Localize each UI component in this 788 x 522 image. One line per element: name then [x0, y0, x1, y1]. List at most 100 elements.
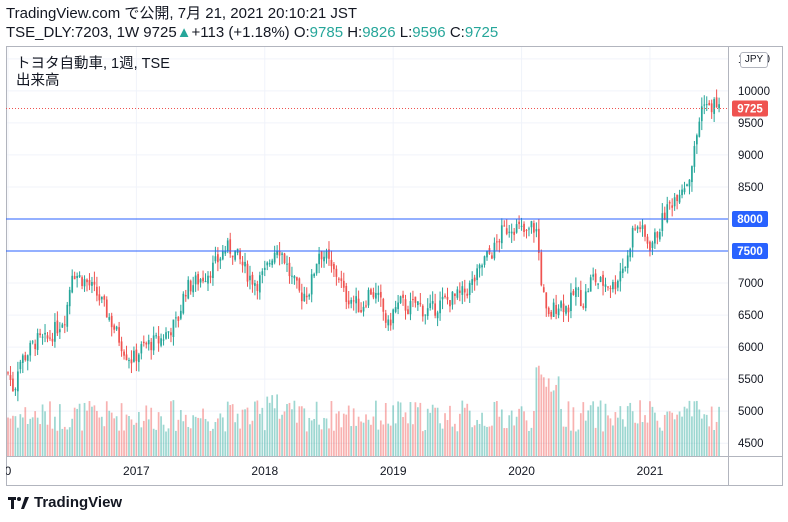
candle-body [570, 292, 572, 312]
volume-bar [599, 400, 602, 456]
candle-body [416, 301, 419, 306]
candle-body [199, 279, 202, 283]
candle-body [454, 293, 456, 297]
volume-bar [273, 408, 276, 456]
candle-body [81, 277, 83, 287]
volume-bar [100, 416, 103, 456]
volume-bar [231, 404, 234, 456]
volume-bar [671, 412, 674, 456]
candle-body [607, 286, 609, 288]
candle-body [663, 212, 666, 220]
candle-body [68, 289, 71, 307]
candle-body [207, 275, 209, 284]
volume-bar [318, 424, 320, 456]
volume-bar [296, 422, 298, 456]
price-tag-label-8000: 8000 [737, 214, 763, 226]
volume-bar [609, 418, 612, 456]
volume-bar [330, 401, 333, 456]
candle-body [429, 303, 432, 308]
candle-body [76, 275, 78, 278]
candle-body [266, 262, 269, 266]
volume-bar [197, 417, 199, 456]
chart-area[interactable]: 8000 7500 9725 4500 5000 5500 6000 6500 7000 8500… [6, 46, 783, 486]
candle-body [21, 355, 24, 363]
price-tag-8000 [732, 210, 768, 227]
volume-bar [525, 420, 528, 456]
volume-bar [7, 417, 9, 456]
x-tick-label: 2020 [508, 464, 535, 478]
volume-bar [476, 419, 478, 456]
candle-body [575, 287, 577, 297]
volume-bar [604, 403, 607, 456]
candle-body [96, 286, 98, 296]
volume-bar [78, 403, 81, 456]
volume-bar [365, 414, 367, 456]
volume-bar [404, 412, 407, 456]
volume-bar [589, 405, 592, 456]
candle-body [340, 278, 343, 281]
candle-body [602, 274, 604, 286]
candle-body [258, 275, 261, 293]
candle-body [542, 287, 545, 293]
candle-body [565, 306, 567, 314]
volume-bar [636, 423, 639, 456]
candle-body [352, 300, 355, 302]
volume-bar [271, 395, 274, 456]
volume-bar [155, 429, 158, 456]
volume-bar [478, 423, 481, 456]
volume-bar [115, 416, 118, 456]
candle-body [83, 279, 86, 287]
candle-body [367, 289, 370, 306]
candle-body [100, 296, 103, 300]
x-tick-label: 2019 [380, 464, 407, 478]
candle-body [478, 264, 481, 269]
y-tick-label: 10000 [738, 86, 770, 98]
volume-bar [313, 418, 316, 456]
volume-bar [520, 406, 523, 456]
candle-body [194, 275, 197, 285]
volume-bar [281, 414, 283, 456]
footer-brand[interactable]: TradingView [8, 494, 122, 511]
volume-bar [249, 424, 251, 456]
volume-bar [24, 407, 27, 456]
volume-bar [39, 424, 41, 456]
volume-bar [266, 396, 269, 456]
volume-bar [308, 417, 311, 456]
volume-bar [575, 431, 577, 456]
volume-bar [91, 406, 93, 456]
candle-body [239, 250, 241, 260]
currency-badge[interactable]: JPY [740, 52, 768, 68]
candle-body [105, 299, 108, 318]
candle-body [394, 307, 397, 312]
volume-bar [110, 412, 113, 456]
candle-body [431, 301, 434, 304]
candle-body [108, 317, 111, 320]
candle-body [29, 342, 32, 356]
candle-body [584, 291, 587, 309]
volume-bar [456, 431, 459, 456]
change-value: +113 (+1.18%) [191, 24, 290, 41]
volume-bar [426, 408, 429, 456]
volume-bar [523, 411, 525, 456]
candle-body [481, 265, 483, 268]
price-chart[interactable]: 8000 7500 9725 4500 5000 5500 6000 6500 7000 8500… [6, 46, 783, 486]
candle-body [49, 337, 51, 339]
volume-bar [93, 405, 96, 456]
candle-body [362, 306, 365, 312]
volume-bar [676, 414, 678, 456]
volume-bar [555, 384, 557, 456]
volume-bar [177, 419, 180, 456]
tradingview-logo-icon [8, 496, 29, 509]
volume-bar [639, 400, 641, 456]
high-label: H: [347, 24, 363, 41]
volume-bar [246, 407, 249, 456]
volume-bar [133, 424, 135, 456]
candle-body [118, 327, 120, 343]
volume-bar [76, 408, 78, 456]
volume-bar [412, 424, 414, 456]
candle-body [533, 223, 535, 233]
candle-body [254, 283, 256, 286]
candle-body [335, 268, 338, 277]
candle-body [128, 360, 130, 362]
volume-bar [345, 414, 348, 456]
